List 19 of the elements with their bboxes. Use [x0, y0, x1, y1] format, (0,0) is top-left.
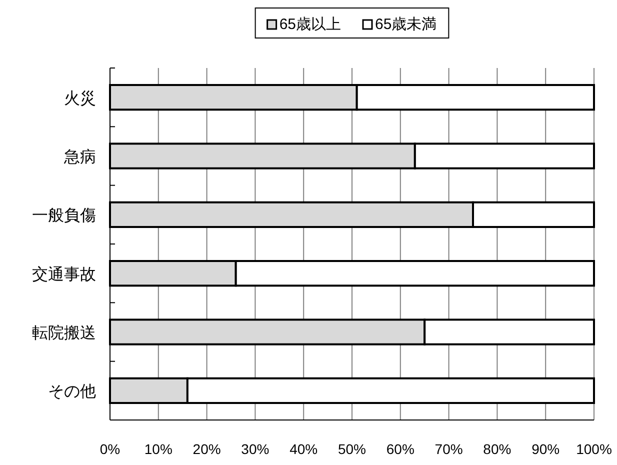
legend-label: 65歳未満: [375, 16, 437, 33]
x-tick-label: 90%: [532, 441, 560, 457]
x-tick-label: 30%: [241, 441, 270, 457]
y-tick-label: その他: [48, 384, 96, 401]
x-tick-label: 10%: [144, 441, 172, 457]
x-tick-label: 100%: [576, 441, 612, 457]
y-tick-label: 急病: [63, 148, 96, 166]
x-tick-label: 80%: [483, 441, 512, 457]
y-tick-label: 一般負傷: [32, 208, 96, 225]
x-tick-label: 0%: [100, 441, 120, 457]
x-tick-label: 20%: [192, 441, 221, 457]
y-tick-label: 火災: [64, 89, 96, 108]
y-tick-label: 交通事故: [32, 265, 96, 284]
x-tick-label: 60%: [386, 441, 414, 457]
x-tick-label: 70%: [434, 441, 463, 457]
x-tick-label: 40%: [290, 441, 318, 457]
x-tick-label: 50%: [338, 441, 366, 457]
y-tick-label: 転院搬送: [32, 324, 96, 342]
legend-label: 65歳以上: [279, 16, 341, 33]
